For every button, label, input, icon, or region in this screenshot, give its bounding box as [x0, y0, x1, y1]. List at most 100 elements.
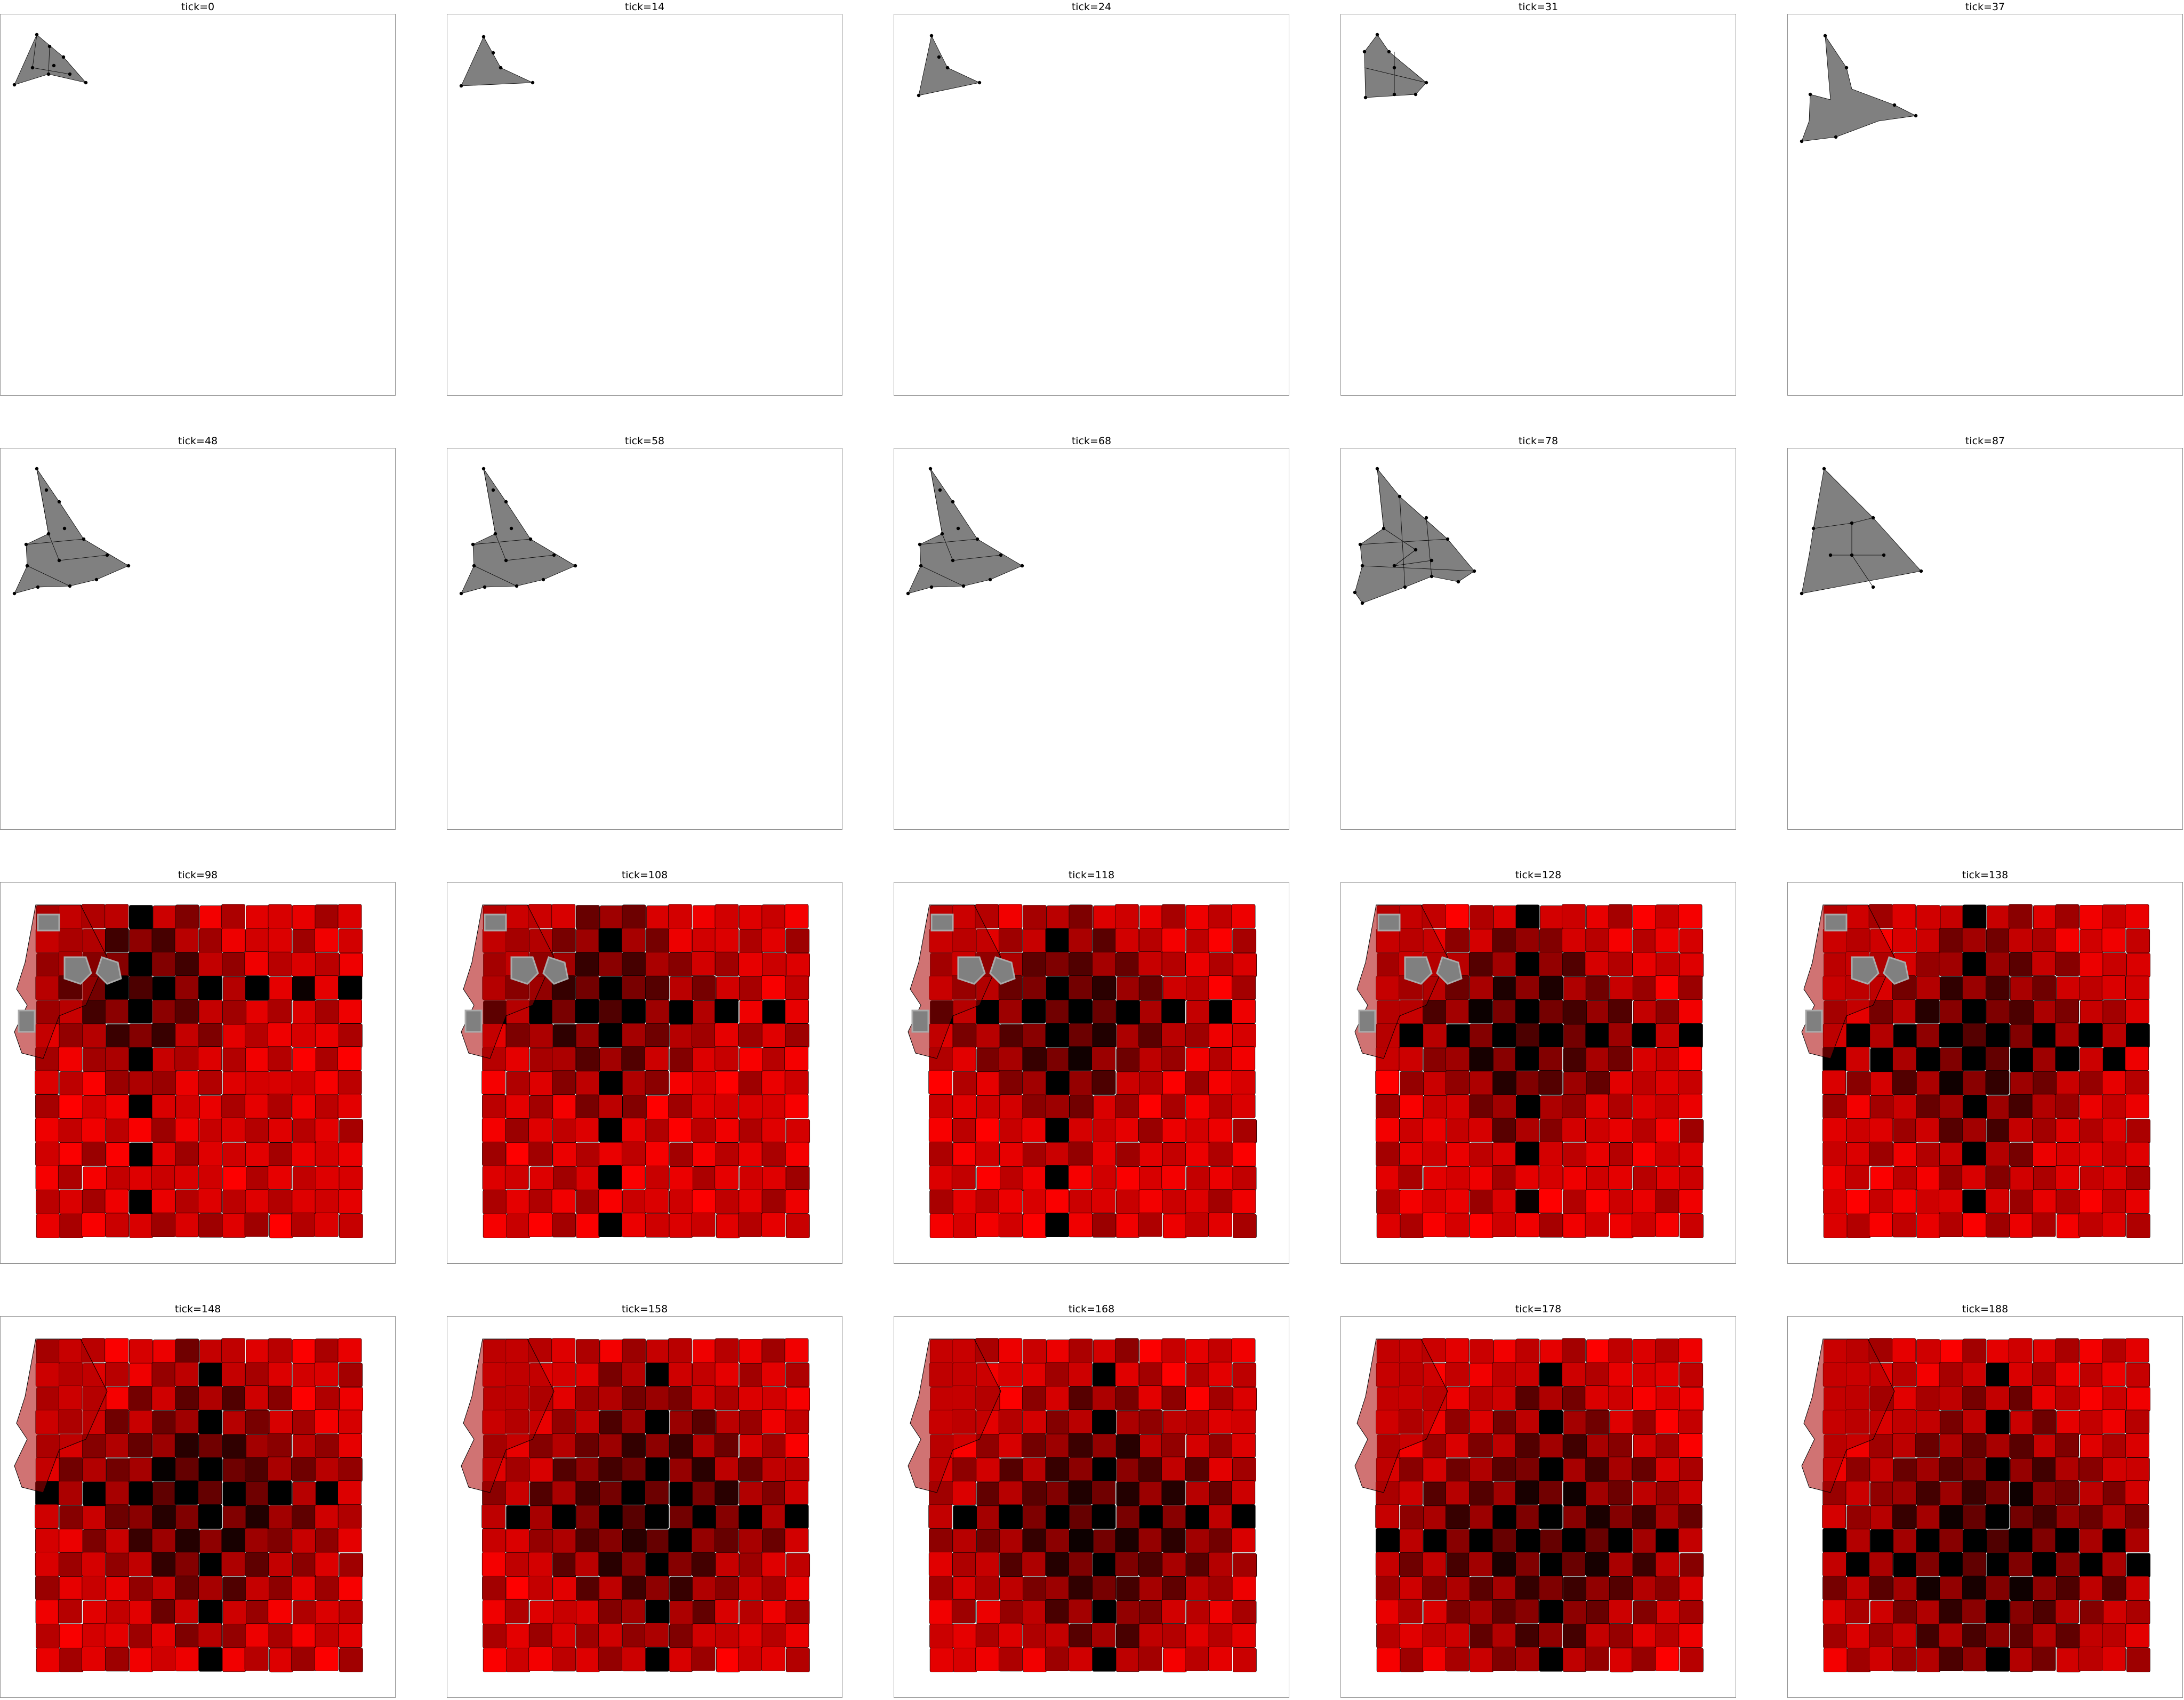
- vertex-dot: [68, 72, 72, 76]
- grid-cell: [2079, 976, 2103, 1001]
- grid-cell: [2055, 1189, 2080, 1214]
- grid-cell: [2101, 1409, 2126, 1434]
- grid-cell: [2102, 1213, 2126, 1237]
- grid-cell: [1539, 1166, 1563, 1190]
- grid-cell: [59, 1118, 83, 1143]
- grid-cell: [1376, 1214, 1401, 1238]
- grid-cell: [1515, 952, 1540, 976]
- grid-cell: [1447, 1600, 1471, 1625]
- grid-cell: [1538, 1189, 1563, 1214]
- grid-cell: [1986, 975, 2010, 1000]
- highlighted-cell: [1358, 1009, 1376, 1033]
- grid-cell: [738, 1623, 763, 1648]
- grid-cell: [553, 1166, 577, 1191]
- grid-cell: [1986, 1457, 2010, 1482]
- grid-cell: [269, 1505, 293, 1530]
- grid-cell: [1208, 1023, 1233, 1048]
- grid-cell: [1563, 1190, 1587, 1215]
- grid-cell: [1916, 1190, 1940, 1214]
- grid-cell: [1585, 928, 1610, 953]
- panel-frame: [894, 1316, 1289, 1698]
- grid-cell: [738, 1457, 762, 1482]
- grid-cell: [1963, 1189, 1987, 1214]
- grid-cell: [762, 1000, 786, 1024]
- grid-cell: [316, 1166, 340, 1191]
- grid-cell: [739, 1600, 764, 1625]
- grid-cell: [1185, 1386, 1210, 1411]
- grid-cell: [784, 1046, 809, 1071]
- grid-cell: [59, 1071, 84, 1096]
- irregular-region: [14, 1338, 108, 1493]
- grid-cell: [1680, 1553, 1704, 1578]
- grid-cell: [1115, 1386, 1140, 1411]
- grid-cell: [1916, 1214, 1941, 1238]
- grid-cell: [1939, 999, 1964, 1024]
- grid-cell: [1586, 1047, 1610, 1072]
- grid-cell: [1846, 1528, 1870, 1553]
- grid-cell: [1870, 1047, 1894, 1072]
- grid-cell: [292, 952, 316, 977]
- grid-cell: [1186, 1481, 1210, 1506]
- vertex-dot: [1811, 526, 1816, 531]
- vertex-dot: [1800, 591, 1804, 596]
- grid-cell: [2055, 1552, 2080, 1577]
- grid-cell: [1045, 1623, 1070, 1648]
- panel-title: tick=48: [178, 435, 218, 447]
- grid-cell: [1633, 1434, 1657, 1459]
- grid-cell: [953, 1071, 977, 1096]
- vertex-dot: [24, 542, 28, 547]
- vertex-dot: [68, 584, 72, 588]
- grid-cell: [291, 1213, 316, 1237]
- grid-cell: [1231, 1528, 1256, 1553]
- grid-cell: [1585, 1023, 1610, 1048]
- grid-cell: [292, 929, 317, 953]
- grid-cell: [669, 1213, 693, 1238]
- cell-edge: [48, 46, 50, 75]
- grid-cell: [1869, 1647, 1893, 1671]
- grid-cell: [551, 1189, 576, 1214]
- grid-cell: [976, 1457, 1000, 1482]
- grid-cell: [1022, 1094, 1047, 1119]
- grid-cell: [622, 1095, 647, 1119]
- grid-cell: [105, 1070, 129, 1095]
- grid-cell: [59, 1648, 84, 1673]
- grid-cell: [105, 1504, 129, 1529]
- grid-cell: [1045, 1118, 1070, 1143]
- grid-cell: [1680, 1119, 1704, 1144]
- grid-cell: [1161, 1456, 1186, 1481]
- grid-cell: [1470, 1600, 1494, 1625]
- grid-cell: [1446, 1213, 1470, 1238]
- grid-cell: [1940, 905, 1964, 930]
- cell-edge: [32, 67, 70, 75]
- grid-cell: [198, 1480, 222, 1505]
- grid-cell: [1962, 1433, 1986, 1458]
- grid-cell: [1423, 1600, 1448, 1625]
- grid-cell: [292, 1410, 316, 1435]
- grid-cell: [2009, 1386, 2034, 1411]
- grid-cell: [59, 1505, 84, 1530]
- grid-cell: [129, 1624, 153, 1648]
- grid-cell: [1162, 1071, 1186, 1096]
- grid-cell: [1022, 1505, 1047, 1530]
- grid-cell: [1916, 928, 1940, 953]
- grid-cell: [152, 999, 176, 1024]
- grid-cell: [1515, 1213, 1540, 1238]
- grid-cell: [1233, 1119, 1257, 1144]
- grid-cell: [1069, 1338, 1093, 1364]
- panel-title: tick=31: [1518, 1, 1559, 13]
- grid-cell: [1940, 1410, 1964, 1435]
- grid-cell: [1399, 1094, 1424, 1119]
- grid-cell: [738, 1023, 762, 1048]
- grid-cell: [528, 1576, 553, 1600]
- grid-cell: [738, 1213, 762, 1237]
- grid-cell: [1870, 1600, 1894, 1625]
- grid-cell: [151, 1094, 176, 1119]
- grid-cell: [2102, 1434, 2127, 1458]
- grid-cell: [1186, 1410, 1210, 1435]
- grid-cell: [1023, 1214, 1047, 1238]
- grid-cell: [1915, 1433, 1940, 1458]
- grid-cell: [1962, 1023, 1987, 1048]
- grid-cell: [1515, 1552, 1540, 1577]
- grid-cell: [645, 1142, 669, 1166]
- grid-cell: [598, 952, 623, 976]
